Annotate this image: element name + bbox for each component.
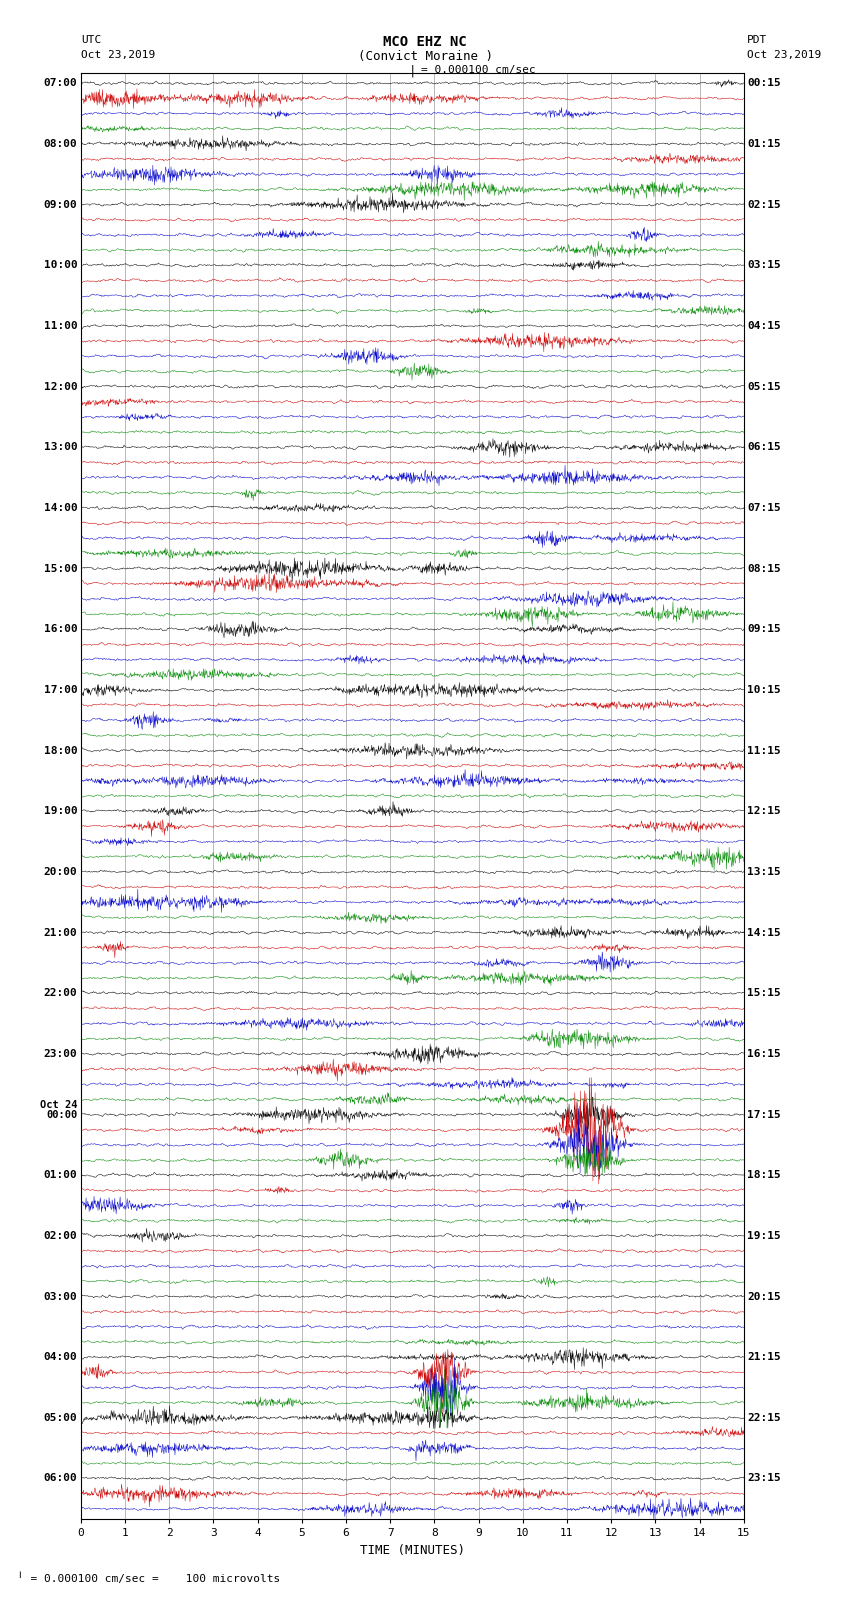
Text: 19:00: 19:00 <box>43 806 77 816</box>
Text: 16:15: 16:15 <box>747 1048 781 1058</box>
Text: 06:00: 06:00 <box>43 1474 77 1484</box>
Text: 03:15: 03:15 <box>747 260 781 271</box>
Text: 12:00: 12:00 <box>43 382 77 392</box>
Text: 17:00: 17:00 <box>43 686 77 695</box>
Text: 11:00: 11:00 <box>43 321 77 331</box>
Text: 04:15: 04:15 <box>747 321 781 331</box>
Text: 23:15: 23:15 <box>747 1474 781 1484</box>
Text: 01:00: 01:00 <box>43 1169 77 1181</box>
Text: = 0.000100 cm/sec: = 0.000100 cm/sec <box>421 65 536 74</box>
Text: 17:15: 17:15 <box>747 1110 781 1119</box>
Text: 23:00: 23:00 <box>43 1048 77 1058</box>
Text: 18:00: 18:00 <box>43 745 77 755</box>
Text: (Convict Moraine ): (Convict Moraine ) <box>358 50 492 63</box>
Text: 07:00: 07:00 <box>43 77 77 89</box>
Text: 00:15: 00:15 <box>747 77 781 89</box>
Text: 08:00: 08:00 <box>43 139 77 148</box>
Text: 01:15: 01:15 <box>747 139 781 148</box>
Text: 08:15: 08:15 <box>747 563 781 574</box>
Text: 00:00: 00:00 <box>46 1110 77 1119</box>
Text: Oct 23,2019: Oct 23,2019 <box>81 50 155 60</box>
Text: 07:15: 07:15 <box>747 503 781 513</box>
Text: 19:15: 19:15 <box>747 1231 781 1240</box>
Text: 05:00: 05:00 <box>43 1413 77 1423</box>
Text: MCO EHZ NC: MCO EHZ NC <box>383 35 467 50</box>
Text: 13:00: 13:00 <box>43 442 77 452</box>
Text: 21:15: 21:15 <box>747 1352 781 1361</box>
Text: 10:15: 10:15 <box>747 686 781 695</box>
Text: 03:00: 03:00 <box>43 1292 77 1302</box>
Text: 14:15: 14:15 <box>747 927 781 937</box>
Text: |: | <box>409 65 416 77</box>
Text: 15:15: 15:15 <box>747 989 781 998</box>
Text: 12:15: 12:15 <box>747 806 781 816</box>
Text: 11:15: 11:15 <box>747 745 781 755</box>
Text: UTC: UTC <box>81 35 101 45</box>
Text: Oct 23,2019: Oct 23,2019 <box>747 50 821 60</box>
Text: 10:00: 10:00 <box>43 260 77 271</box>
Text: 02:15: 02:15 <box>747 200 781 210</box>
Text: 20:15: 20:15 <box>747 1292 781 1302</box>
Text: 16:00: 16:00 <box>43 624 77 634</box>
Text: 15:00: 15:00 <box>43 563 77 574</box>
Text: 18:15: 18:15 <box>747 1169 781 1181</box>
Text: Oct 24: Oct 24 <box>40 1100 77 1110</box>
X-axis label: TIME (MINUTES): TIME (MINUTES) <box>360 1544 465 1557</box>
Text: ╵ = 0.000100 cm/sec =    100 microvolts: ╵ = 0.000100 cm/sec = 100 microvolts <box>17 1573 280 1584</box>
Text: 13:15: 13:15 <box>747 866 781 877</box>
Text: 14:00: 14:00 <box>43 503 77 513</box>
Text: PDT: PDT <box>747 35 768 45</box>
Text: 04:00: 04:00 <box>43 1352 77 1361</box>
Text: 22:00: 22:00 <box>43 989 77 998</box>
Text: 09:00: 09:00 <box>43 200 77 210</box>
Text: 06:15: 06:15 <box>747 442 781 452</box>
Text: 20:00: 20:00 <box>43 866 77 877</box>
Text: 02:00: 02:00 <box>43 1231 77 1240</box>
Text: 05:15: 05:15 <box>747 382 781 392</box>
Text: 09:15: 09:15 <box>747 624 781 634</box>
Text: 21:00: 21:00 <box>43 927 77 937</box>
Text: 22:15: 22:15 <box>747 1413 781 1423</box>
